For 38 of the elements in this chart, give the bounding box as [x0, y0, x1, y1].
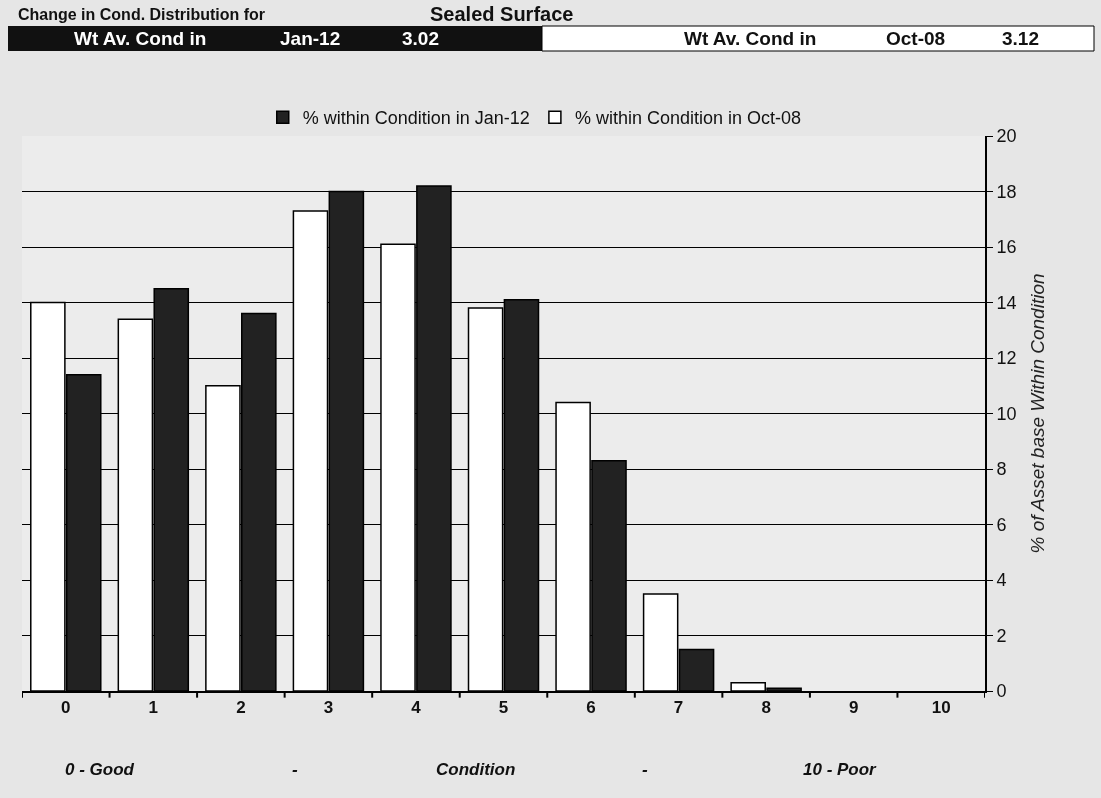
- text: Oct-08: [886, 28, 946, 49]
- text: Jan-12: [280, 28, 341, 49]
- x-tick-label: 2: [236, 698, 246, 718]
- text: -: [642, 760, 648, 779]
- y-tick-label: 16: [996, 237, 1017, 258]
- chart-title: Change in Cond. Distribution for: [18, 5, 266, 23]
- text: 0 - Good: [65, 760, 135, 779]
- legend-label: % within Condition in Jan-12: [302, 108, 530, 129]
- y-tick-label: 2: [996, 625, 1007, 646]
- text: Condition: [436, 760, 516, 779]
- x-tick-label: 10: [931, 698, 951, 718]
- x-tick-label: 7: [673, 698, 684, 718]
- chart-subtitle: Sealed Surface: [430, 3, 574, 25]
- x-tick-label: 1: [148, 698, 159, 718]
- y-axis-title: % of Asset base Within Condition: [1026, 273, 1048, 554]
- text: 10 - Poor: [803, 760, 878, 779]
- x-tick-label: 5: [498, 698, 509, 718]
- y-tick-label: 6: [996, 514, 1007, 535]
- y-tick-label: 14: [996, 292, 1017, 313]
- y-tick-label: 8: [996, 459, 1007, 480]
- text: -: [292, 760, 298, 779]
- legend-label: % within Condition in Oct-08: [574, 108, 801, 129]
- x-tick-label: 9: [848, 698, 859, 718]
- y-tick-label: 0: [996, 681, 1007, 702]
- x-tick-label: 6: [586, 698, 596, 718]
- text: 3.12: [1002, 28, 1039, 49]
- text: Wt Av. Cond in: [74, 28, 207, 49]
- text: 3.02: [402, 28, 439, 49]
- y-tick-label: 20: [996, 126, 1017, 147]
- y-tick-label: 12: [996, 348, 1017, 369]
- x-tick-label: 3: [323, 698, 334, 718]
- text: Wt Av. Cond in: [684, 28, 817, 49]
- y-tick-label: 18: [996, 181, 1017, 202]
- y-tick-label: 10: [996, 403, 1017, 424]
- x-tick-label: 8: [761, 698, 771, 718]
- x-tick-label: 0: [61, 698, 71, 718]
- y-tick-label: 4: [996, 570, 1007, 591]
- x-tick-label: 4: [411, 698, 422, 718]
